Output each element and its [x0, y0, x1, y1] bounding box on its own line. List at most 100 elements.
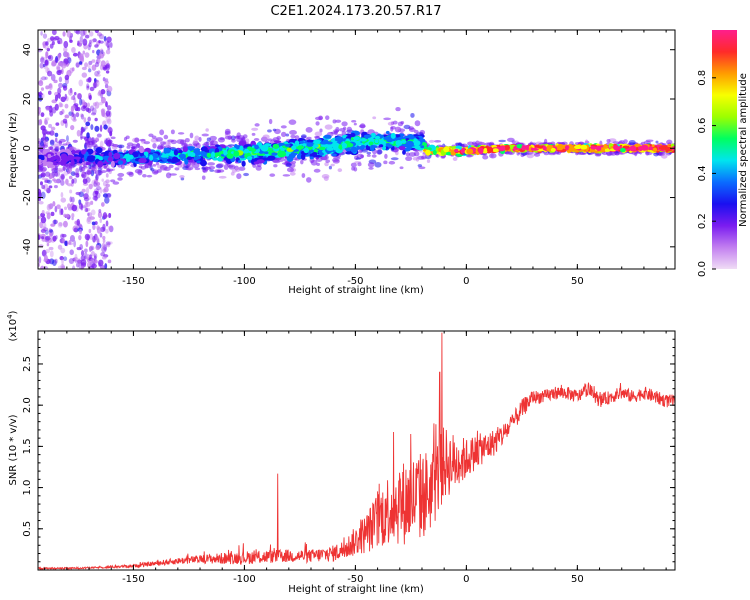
spectrogram-point [71, 105, 76, 110]
spectrogram-point [291, 145, 297, 151]
spectrogram-point [254, 123, 260, 127]
spectrogram-point [318, 115, 323, 121]
spectrogram-point [193, 143, 197, 148]
spectrogram-point [90, 124, 94, 130]
spectrogram-point [80, 113, 84, 118]
spectrogram-point [344, 142, 354, 148]
spectrogram-point [42, 227, 49, 232]
spectrogram-point [300, 134, 307, 139]
spectrogram-point [231, 138, 236, 143]
spectrogram-point [315, 121, 320, 126]
spectrogram-point [117, 172, 125, 178]
spectrogram-point [461, 144, 466, 148]
spectrogram-point [90, 39, 95, 44]
spectrogram-point [84, 34, 90, 39]
spectrogram-point [209, 169, 215, 172]
spectrogram-point [368, 166, 374, 170]
spectrogram-point [99, 218, 102, 224]
spectrogram-point [49, 130, 55, 136]
spectrogram-point [38, 154, 45, 160]
spectrogram-point [100, 252, 106, 257]
spectrogram-point [81, 188, 86, 193]
spectrogram-point [70, 159, 75, 166]
spectrogram-point [81, 66, 87, 71]
spectrogram-point [87, 116, 91, 122]
spectrogram-point [89, 39, 92, 45]
spectrogram-point [452, 156, 458, 161]
spectrogram-frame [37, 29, 676, 270]
spectrogram-point [68, 88, 73, 96]
spectrogram-point [498, 139, 506, 143]
spectrogram-point [263, 151, 270, 155]
spectrogram-point [85, 121, 91, 127]
spectrogram-point [126, 142, 134, 147]
spectrogram-point [85, 125, 88, 130]
spectrogram-point [194, 167, 201, 171]
spectrogram-point [160, 141, 166, 145]
spectrogram-x-tick-label: 50 [571, 276, 584, 287]
spectrogram-point [39, 57, 45, 64]
spectrogram-point [105, 220, 109, 227]
spectrogram-point [44, 59, 49, 66]
spectrogram-point [38, 80, 43, 84]
spectrogram-point [277, 142, 286, 146]
spectrogram-point [69, 189, 73, 194]
spectrogram-point [318, 152, 324, 156]
spectrogram-point [285, 162, 292, 168]
spectrogram-point [338, 144, 343, 151]
spectrogram-point [72, 118, 77, 122]
spectrogram-point [82, 105, 86, 109]
spectrogram-point [94, 70, 99, 77]
spectrogram-point [228, 144, 235, 147]
spectrogram-point [163, 134, 169, 140]
spectrogram-point [63, 40, 69, 49]
spectrogram-point [201, 133, 209, 137]
spectrogram-point [38, 80, 44, 87]
spectrogram-point [90, 140, 98, 144]
spectrogram-point [418, 166, 426, 170]
spectrogram-point [41, 184, 46, 190]
spectrogram-point [67, 183, 73, 187]
figure-title: C2E1.2024.173.20.57.R17 [270, 4, 441, 19]
snr-x-tick-label: 0 [463, 574, 469, 585]
spectrogram-point [78, 202, 83, 210]
spectrogram-point [62, 85, 68, 91]
colorbar-tick-label: 0.6 [697, 118, 708, 134]
spectrogram-point [88, 94, 92, 101]
spectrogram-point [383, 160, 388, 165]
spectrogram-point [155, 161, 160, 166]
spectrogram-point [272, 143, 280, 149]
spectrogram-point [108, 151, 113, 158]
spectrogram-point [93, 188, 100, 194]
colorbar: 0.0 0.2 0.4 0.6 0.8 Normalized spectral ampl… [697, 30, 749, 277]
spectrogram-point [319, 128, 323, 133]
spectrogram-point [78, 54, 84, 62]
spectrogram-point [38, 256, 42, 264]
spectrogram-point [44, 161, 54, 165]
spectrogram-point [50, 73, 56, 82]
spectrogram-point [370, 133, 376, 139]
spectrogram-point [39, 141, 45, 147]
spectrogram-point [92, 49, 95, 54]
spectrogram-point [353, 136, 360, 141]
spectrogram-point [81, 173, 85, 177]
snr-y-ticks: 0.5 1.0 1.5 2.0 2.5 [22, 338, 675, 563]
spectrogram-point [90, 112, 97, 116]
spectrogram-point [89, 246, 92, 253]
spectrogram-point [206, 137, 211, 142]
spectrogram-point [357, 162, 362, 167]
spectrogram-point [241, 160, 246, 167]
spectrogram-point [460, 148, 466, 154]
spectrogram-point [102, 77, 106, 82]
spectrogram-point [44, 118, 47, 125]
spectrogram-point [374, 135, 381, 140]
spectrogram-point [105, 228, 109, 234]
spectrogram-point [341, 142, 348, 149]
spectrogram-point [41, 226, 47, 230]
spectrogram-point [43, 222, 47, 229]
spectrogram-point [269, 173, 276, 177]
spectrogram-point [71, 213, 75, 218]
spectrogram-point [38, 167, 44, 173]
spectrogram-point [328, 165, 332, 170]
spectrogram-point [138, 165, 143, 169]
